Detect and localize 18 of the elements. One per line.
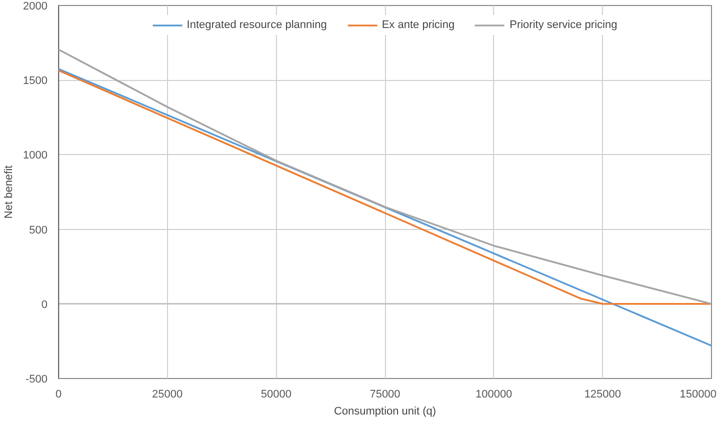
x-tick-label: 150000 [680,388,717,400]
legend-label: Integrated resource planning [186,19,327,31]
x-tick-label: 0 [55,388,62,400]
y-tick-label: 1500 [23,75,48,88]
x-axis-title: Consumption unit (q) [334,406,436,418]
legend-label: Ex ante pricing [382,19,455,31]
x-tick-label: 125000 [584,388,622,400]
y-tick-label: 0 [41,298,48,311]
legend-label: Priority service pricing [510,19,618,31]
y-tick-label: -500 [25,374,48,386]
y-tick-label: 1000 [23,150,48,162]
x-tick-label: 25000 [152,388,183,400]
y-tick-label: 500 [29,224,48,236]
y-axis-title: Net benefit [3,165,16,219]
x-tick-label: 100000 [475,388,512,400]
y-tick-label: 2000 [23,0,48,12]
x-tick-label: 50000 [260,388,292,400]
x-tick-label: 75000 [370,388,400,400]
